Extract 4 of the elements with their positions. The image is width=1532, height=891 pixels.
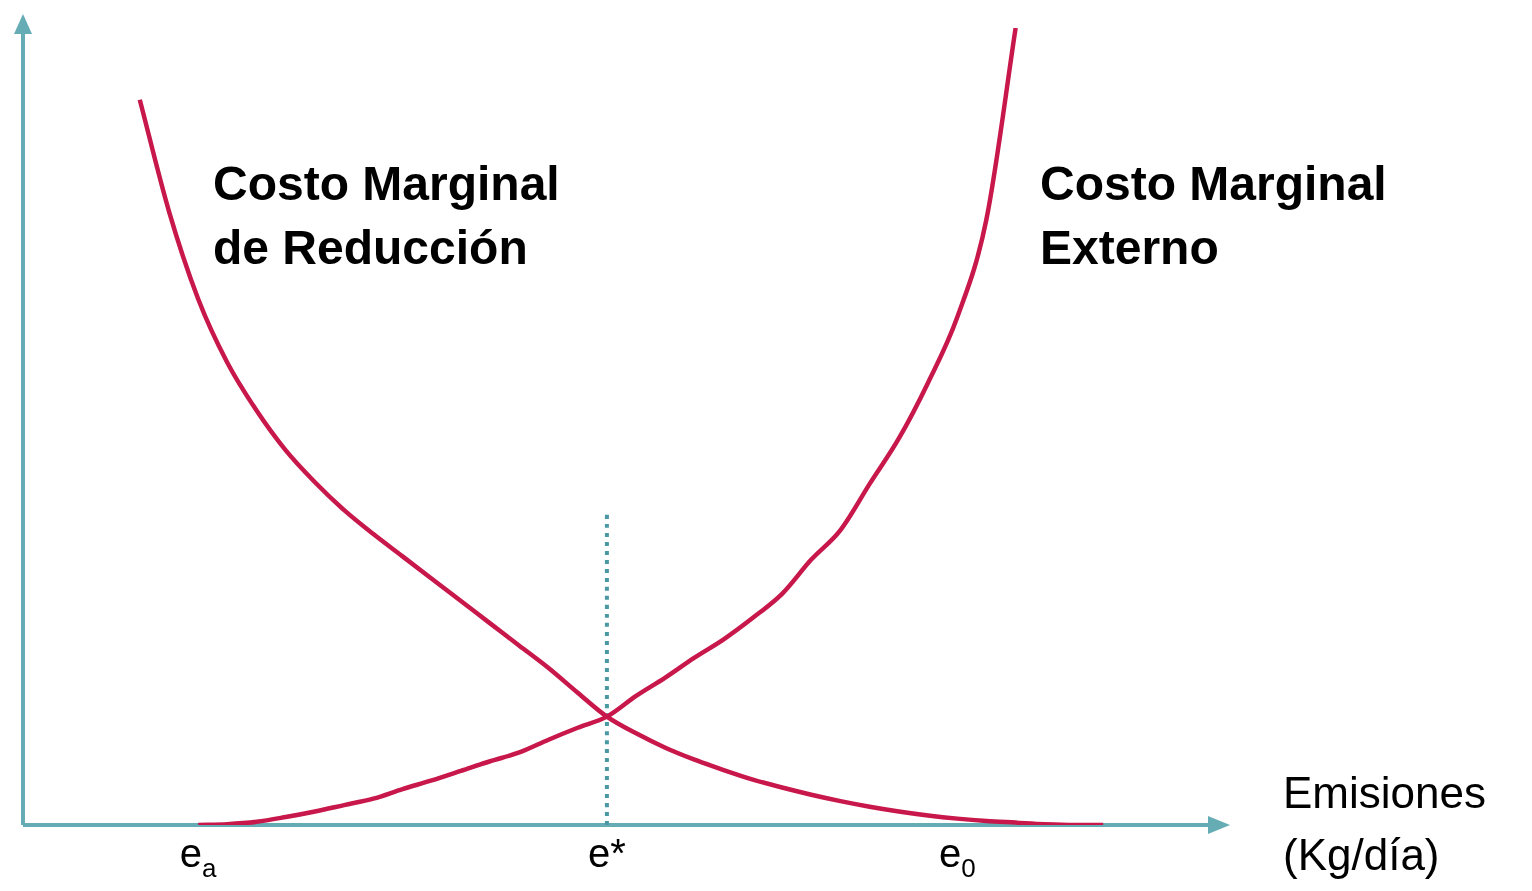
series-label: Costo Marginal de Reducción [213, 157, 560, 274]
series-label: Costo Marginal Externo [1040, 157, 1387, 274]
x-axis-title: Emisiones (Kg/día) [1283, 768, 1486, 879]
x-tick-label: e* [588, 831, 626, 875]
